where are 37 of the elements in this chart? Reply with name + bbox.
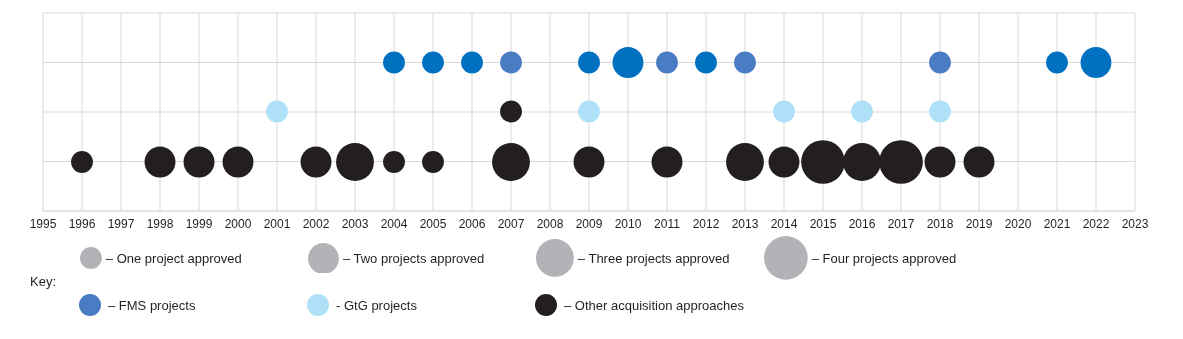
x-tick-label: 2004 <box>380 216 408 231</box>
legend-label: – FMS projects <box>108 297 196 313</box>
x-tick-label: 2014 <box>770 216 798 231</box>
x-tick-label: 2011 <box>654 216 681 231</box>
x-tick-label: 2012 <box>692 216 720 231</box>
x-tick-label: 2017 <box>887 216 915 231</box>
x-tick-label: 2015 <box>809 216 837 231</box>
x-tick-label: 1996 <box>68 216 96 231</box>
x-tick-label: 2016 <box>848 216 876 231</box>
x-tick-label: 2005 <box>419 216 447 231</box>
legend-label: - GtG projects <box>336 297 417 313</box>
x-tick-label: 2007 <box>497 216 525 231</box>
x-tick-label: 2013 <box>731 216 759 231</box>
legend-label: – Other acquisition approaches <box>564 297 744 313</box>
x-tick-label: 2006 <box>458 216 486 231</box>
x-tick-label: 2020 <box>1004 216 1032 231</box>
x-tick-label: 2009 <box>575 216 603 231</box>
legend-label: – One project approved <box>105 250 242 266</box>
x-tick-label: 2019 <box>965 216 993 231</box>
legend-title: Key: <box>30 274 57 289</box>
x-tick-label: 2008 <box>536 216 564 231</box>
legend-label: – Four projects approved <box>811 250 957 266</box>
x-tick-label: 2018 <box>926 216 954 231</box>
x-tick-label: 1998 <box>146 216 174 231</box>
x-tick-label: 1999 <box>185 216 213 231</box>
x-tick-label: 2003 <box>341 216 369 231</box>
x-tick-label: 2000 <box>224 216 252 231</box>
x-tick-label: 2022 <box>1082 216 1110 231</box>
x-tick-label: 2023 <box>1121 216 1149 231</box>
x-tick-label: 2001 <box>263 216 291 231</box>
x-tick-label: 2002 <box>302 216 330 231</box>
x-tick-label: 1997 <box>107 216 135 231</box>
x-tick-label: 1995 <box>29 216 57 231</box>
legend-label: – Two projects approved <box>342 250 485 266</box>
legend-label: – Three projects approved <box>577 250 730 266</box>
x-tick-label: 2021 <box>1043 216 1071 231</box>
x-tick-label: 2010 <box>614 216 642 231</box>
